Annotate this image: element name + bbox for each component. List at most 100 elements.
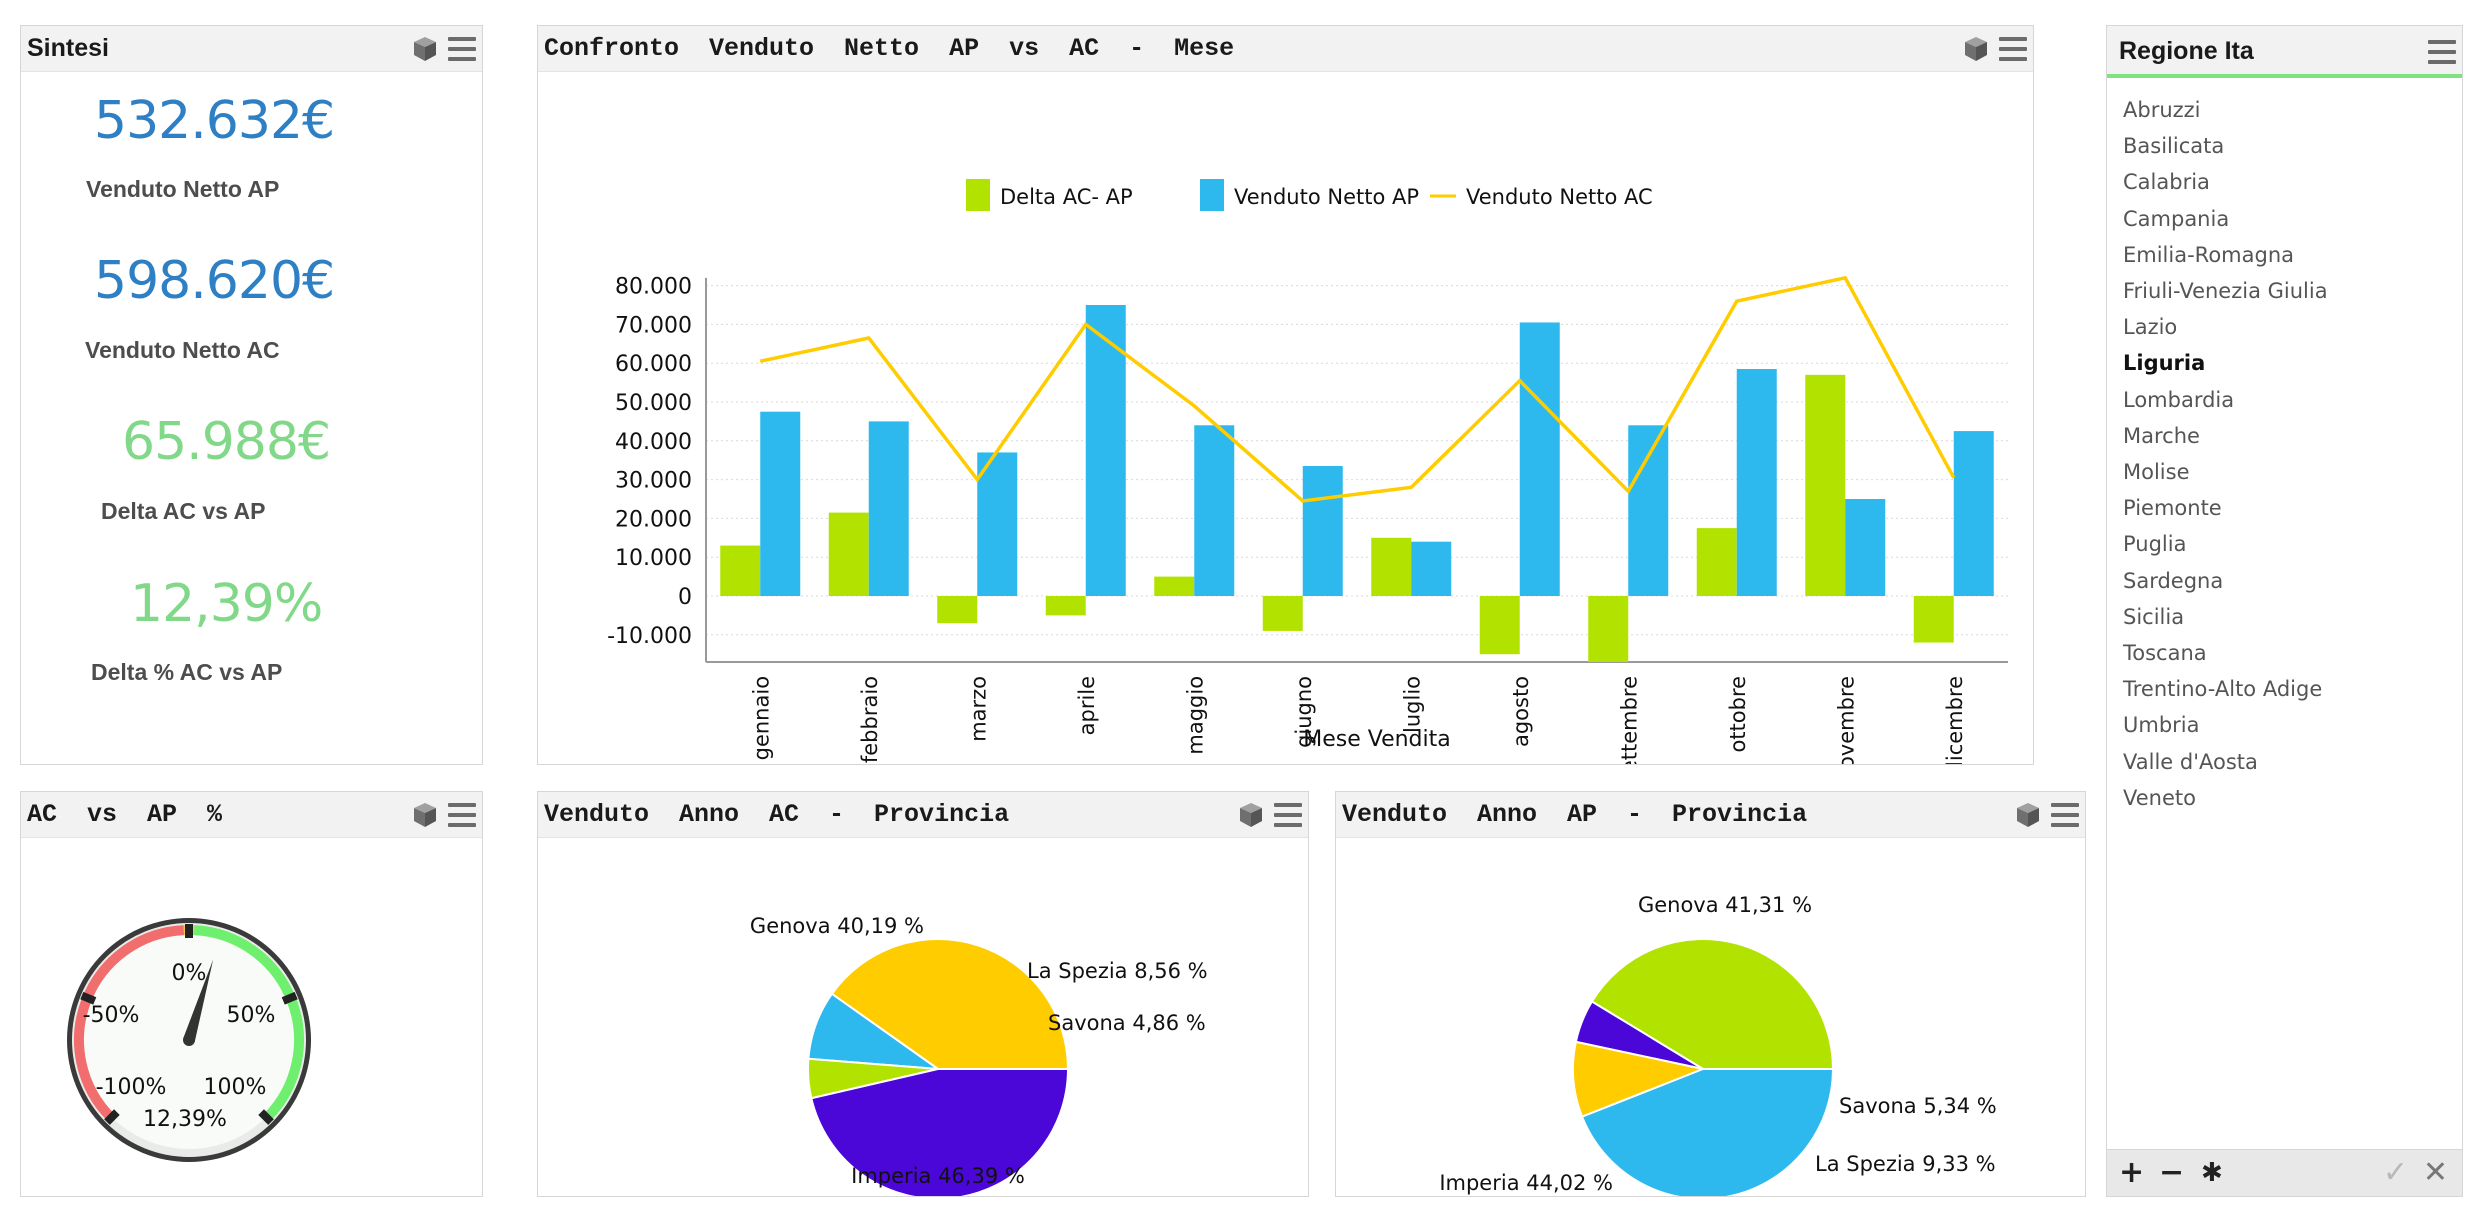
- region-header: Regione Ita: [2107, 26, 2462, 78]
- y-tick-label: 40.000: [615, 430, 692, 455]
- y-tick-label: 70.000: [615, 313, 692, 338]
- gauge-chart: 0% -50% 50% -100% 100% 12,39%: [67, 918, 311, 1162]
- pie-slice-imperia: [1580, 1068, 1835, 1196]
- region-list-item[interactable]: Umbria: [2123, 713, 2200, 738]
- gauge-tick: [258, 1109, 274, 1125]
- region-list-item[interactable]: Lombardia: [2123, 387, 2235, 412]
- bar-delta-aprile: [1045, 596, 1086, 616]
- region-list-item[interactable]: Piemonte: [2123, 496, 2222, 521]
- cube-icon[interactable]: [1963, 35, 1989, 63]
- x-tick-label: ottobre: [1726, 676, 1750, 753]
- gauge-needle: [183, 959, 214, 1042]
- region-list-item[interactable]: Friuli-Venezia Giulia: [2123, 279, 2328, 303]
- cube-icon[interactable]: [412, 801, 438, 829]
- bar-delta-giugno: [1262, 596, 1303, 631]
- kpi-label-ap: Venduto Netto AP: [86, 176, 280, 202]
- panel-title: Sintesi: [27, 34, 109, 62]
- menu-icon[interactable]: [2051, 803, 2079, 827]
- pie-label-la-spezia: La Spezia 8,56 %: [1027, 959, 1208, 983]
- x-tick-label: dicembre: [1943, 676, 1967, 764]
- bar-delta-marzo: [937, 596, 978, 624]
- pie-ap-panel: Venduto Anno AP - Provincia Genova 41,31…: [1335, 791, 2086, 1197]
- bar-delta-gennaio: [720, 545, 761, 596]
- region-list-item[interactable]: Lazio: [2123, 315, 2178, 340]
- region-list-item[interactable]: Valle d'Aosta: [2123, 749, 2258, 774]
- pie-chart-ac: Genova 40,19 % La Spezia 8,56 % Savona 4,8…: [750, 914, 1208, 1196]
- pie-ap-header: Venduto Anno AP - Provincia: [1336, 792, 2085, 838]
- pie-label-imperia: Imperia 44,02 %: [1439, 1171, 1613, 1195]
- region-list-item[interactable]: Puglia: [2123, 532, 2187, 557]
- bar-delta-settembre: [1588, 596, 1629, 662]
- panel-title: Venduto Anno AP - Provincia: [1342, 800, 1808, 829]
- x-axis-label: Mese Vendita: [1303, 727, 1451, 752]
- legend-label-ap: Venduto Netto AP: [1234, 185, 1419, 209]
- kpi-label-ac: Venduto Netto AC: [85, 337, 280, 363]
- remove-icon[interactable]: −: [2159, 1155, 2185, 1190]
- bar-ap-gennaio: [760, 411, 801, 596]
- x-tick-label: agosto: [1509, 676, 1533, 747]
- x-tick-label: marzo: [966, 676, 990, 742]
- x-tick-label: giugno: [1292, 676, 1316, 748]
- kpi-value-ac: 598.620€: [94, 251, 335, 311]
- region-list-item[interactable]: Toscana: [2123, 641, 2207, 665]
- region-list-item[interactable]: Abruzzi: [2123, 98, 2201, 122]
- monthly-chart-header: Confronto Venduto Netto AP vs AC - Mese: [538, 26, 2033, 72]
- pie-label-imperia: Imperia 46,39 %: [851, 1164, 1025, 1188]
- region-list-item[interactable]: Veneto: [2123, 785, 2196, 810]
- sintesi-panel: Sintesi 532.632€ Venduto Netto AP 598.62…: [20, 25, 483, 765]
- region-list-item[interactable]: Marche: [2123, 423, 2200, 448]
- region-list-item[interactable]: Liguria: [2123, 351, 2206, 376]
- y-tick-label: 20.000: [615, 507, 692, 532]
- x-tick-label: maggio: [1183, 676, 1207, 755]
- cube-icon[interactable]: [2015, 801, 2041, 829]
- menu-icon[interactable]: [448, 37, 476, 61]
- confirm-icon[interactable]: ✓: [2382, 1155, 2408, 1190]
- region-list-item[interactable]: Basilicata: [2123, 134, 2225, 159]
- panel-title: AC vs AP %: [27, 800, 223, 829]
- pie-label-la-spezia: La Spezia 9,33 %: [1815, 1152, 1996, 1176]
- bar-ap-agosto: [1519, 322, 1560, 596]
- region-list-item[interactable]: Trentino-Alto Adige: [2123, 677, 2323, 702]
- x-tick-label: luglio: [1400, 676, 1424, 733]
- monthly-bar-chart: -10.000 0 10.000 20.000 30.000 40.000 50.000 60…: [607, 179, 2008, 764]
- legend-label-ac: Venduto Netto AC: [1466, 185, 1653, 209]
- menu-icon[interactable]: [1999, 37, 2027, 61]
- pie-ac-header: Venduto Anno AC - Provincia: [538, 792, 1308, 838]
- kpi-value-delta-pct: 12,39%: [130, 574, 323, 634]
- gauge-label-neg100: -100%: [96, 1075, 167, 1100]
- menu-icon[interactable]: [1274, 803, 1302, 827]
- x-tick-label: settembre: [1617, 676, 1641, 764]
- y-tick-label: 0: [678, 585, 692, 610]
- gauge-tick: [281, 991, 298, 1005]
- pie-slice-imperia: [810, 1068, 1070, 1196]
- cube-icon[interactable]: [1238, 801, 1264, 829]
- add-icon[interactable]: +: [2119, 1155, 2145, 1190]
- gauge-tick: [80, 991, 97, 1005]
- bar-ap-settembre: [1628, 425, 1669, 596]
- region-list-item[interactable]: Calabria: [2123, 170, 2210, 195]
- bar-delta-febbraio: [828, 512, 869, 596]
- bar-ap-maggio: [1194, 425, 1235, 596]
- legend-label-delta: Delta AC- AP: [1000, 185, 1133, 209]
- bar-ap-luglio: [1411, 541, 1452, 596]
- cancel-icon[interactable]: ✕: [2422, 1155, 2448, 1190]
- kpi-value-delta: 65.988€: [122, 412, 331, 472]
- pie-chart-ap: Genova 41,31 % Savona 5,34 % La Spezia 9,3…: [1439, 893, 1997, 1196]
- x-tick-label: gennaio: [749, 676, 773, 760]
- bar-delta-maggio: [1154, 576, 1195, 596]
- region-list-item[interactable]: Campania: [2123, 206, 2230, 231]
- pie-label-genova: Genova 40,19 %: [750, 914, 924, 938]
- region-list-item[interactable]: Sardegna: [2123, 568, 2224, 593]
- menu-icon[interactable]: [448, 803, 476, 827]
- region-list-item[interactable]: Molise: [2123, 460, 2190, 484]
- cube-icon[interactable]: [412, 35, 438, 63]
- pie-slice-la-spezia: [1572, 1040, 1707, 1119]
- menu-icon[interactable]: [2428, 40, 2456, 64]
- star-icon[interactable]: ✱: [2201, 1158, 2223, 1188]
- region-list-item[interactable]: Sicilia: [2123, 604, 2185, 629]
- bar-ap-ottobre: [1736, 369, 1777, 596]
- region-list-item[interactable]: Emilia-Romagna: [2123, 242, 2295, 267]
- legend-swatch-ap: [1200, 179, 1224, 211]
- gauge-header: AC vs AP %: [21, 792, 482, 838]
- y-tick-label: 10.000: [615, 546, 692, 571]
